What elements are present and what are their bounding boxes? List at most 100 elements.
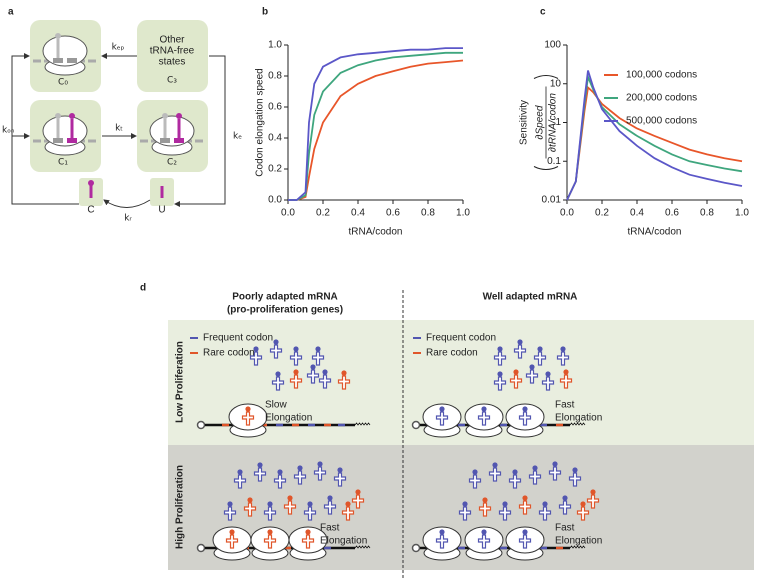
elongation: Slow: [265, 400, 287, 411]
trna-icon: [478, 502, 492, 517]
trna-icon: [263, 534, 277, 549]
amino-acid: [277, 469, 283, 475]
trna-icon: [558, 500, 572, 515]
y-tick-label: 0.4: [268, 133, 282, 144]
x-tick-label: 0.4: [351, 208, 365, 219]
x-tick-label: 0.8: [421, 208, 435, 219]
trna-icon: [273, 474, 287, 489]
trna-icon: [498, 506, 512, 521]
state-label: C₃: [167, 76, 177, 86]
amino-acid: [267, 529, 273, 535]
site: [53, 138, 63, 143]
site: [174, 138, 184, 143]
trna-icon: [303, 506, 317, 521]
amino: [55, 33, 61, 39]
cap: [196, 543, 206, 553]
y-tick-label: 1.0: [268, 40, 282, 51]
y-axis-label: Sensitivity: [519, 100, 530, 145]
amino-acid: [522, 406, 528, 412]
rate: kᵣ: [124, 214, 132, 224]
line-series: [288, 59, 464, 201]
trna-icon: [225, 534, 239, 549]
rate: kₜ: [115, 124, 123, 134]
elongation: Elongation: [555, 536, 602, 547]
trna-icon: [311, 351, 325, 366]
cap: [196, 420, 206, 430]
trna-icon: [337, 375, 351, 390]
trna-icon: [556, 351, 570, 366]
amino-acid: [497, 371, 503, 377]
elongation: Elongation: [555, 413, 602, 424]
ribosome-large: [42, 115, 88, 147]
amino-acid: [273, 339, 279, 345]
x-tick-label: 0.0: [281, 208, 295, 219]
y-tick-label: 100: [544, 40, 561, 51]
amino-acid: [315, 346, 321, 352]
cap: [411, 543, 421, 553]
trna-icon: [576, 506, 590, 521]
amino-acid: [580, 501, 586, 507]
elongation: Elongation: [265, 413, 312, 424]
amino-acid: [482, 497, 488, 503]
amino-acid: [512, 469, 518, 475]
amino-acid: [267, 501, 273, 507]
amino-acid: [253, 346, 259, 352]
trna-icon: [538, 506, 552, 521]
trna-icon: [477, 411, 491, 426]
trna-icon: [289, 351, 303, 366]
x-tick-label: 1.0: [456, 208, 470, 219]
x-tick-label: 0.0: [560, 208, 574, 219]
elongation: Fast: [555, 400, 575, 411]
x-axis-label: tRNA/codon: [628, 227, 682, 238]
trna-icon: [263, 506, 277, 521]
column-title: (pro-proliferation genes): [227, 305, 343, 316]
x-axis-label: tRNA/codon: [349, 227, 403, 238]
row-title: Low Proliferation: [175, 341, 186, 423]
ribosome-large: [42, 35, 88, 67]
site: [160, 138, 170, 143]
fraction-numerator: ∂Speed: [535, 105, 546, 139]
amino-acid: [337, 467, 343, 473]
line-series: [288, 47, 463, 201]
amino-acid: [545, 371, 551, 377]
trna-icon: [541, 376, 555, 391]
amino-acid: [305, 529, 311, 535]
amino-acid: [562, 495, 568, 501]
arrow: [103, 199, 151, 208]
rate: kₑₚ: [112, 43, 125, 53]
amino: [69, 113, 75, 119]
amino-acid: [439, 529, 445, 535]
site: [67, 138, 77, 143]
amino-acid: [247, 497, 253, 503]
state-label: C₁: [58, 158, 68, 168]
ribosome-large: [149, 115, 195, 147]
x-tick-label: 0.2: [595, 208, 609, 219]
trna-icon: [241, 411, 255, 426]
y-tick-label: 0.8: [268, 71, 282, 82]
elongation: Fast: [555, 523, 575, 534]
amino-acid: [322, 369, 328, 375]
state-text: tRNA-free: [150, 46, 195, 57]
y-tick-label: 0.01: [542, 195, 562, 206]
y-tick-label: 10: [550, 78, 562, 89]
amino-acid: [227, 501, 233, 507]
legend-label: 500,000 codons: [626, 116, 697, 127]
trna-icon: [341, 506, 355, 521]
line-series: [288, 51, 463, 201]
amino-acid: [293, 369, 299, 375]
trna-icon: [568, 472, 582, 487]
elongation: Fast: [320, 523, 340, 534]
trna-icon: [289, 374, 303, 389]
trna-icon: [528, 470, 542, 485]
bracket: [533, 166, 559, 170]
site: [53, 58, 63, 63]
amino-acid: [317, 461, 323, 467]
x-tick-label: 0.8: [700, 208, 714, 219]
trna-icon: [318, 374, 332, 389]
trna-icon: [559, 374, 573, 389]
bracket: [533, 75, 559, 79]
trna-icon: [293, 470, 307, 485]
amino-acid: [297, 465, 303, 471]
amino-acid: [287, 495, 293, 501]
